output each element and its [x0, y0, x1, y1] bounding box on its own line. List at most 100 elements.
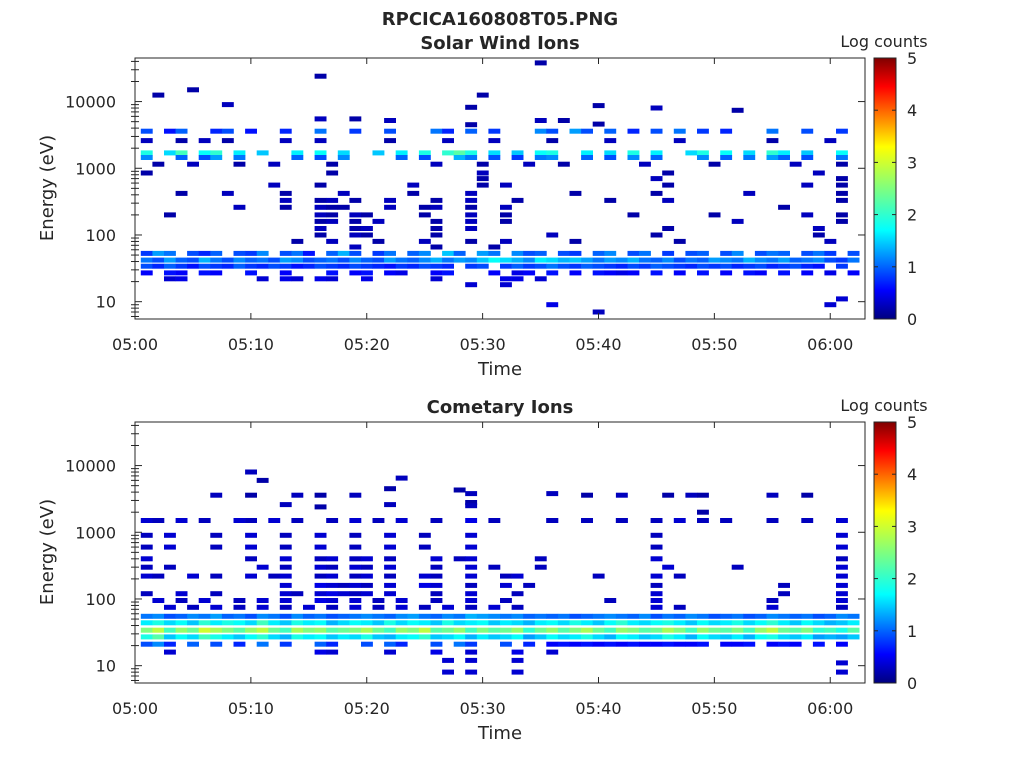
heatmap-cell: [372, 150, 385, 156]
heatmap-cell: [453, 150, 466, 156]
heatmap-cell: [210, 155, 223, 160]
heatmap-cell: [407, 613, 420, 619]
heatmap-cell: [418, 613, 431, 619]
heatmap-cell: [175, 276, 188, 282]
heatmap-cell: [210, 627, 223, 633]
heatmap-cell: [662, 620, 675, 626]
heatmap-cell: [361, 276, 373, 282]
heatmap-cell: [268, 257, 281, 263]
heatmap-cell: [650, 544, 663, 550]
heatmap-cell: [569, 620, 582, 626]
heatmap-cell: [720, 518, 733, 523]
heatmap-cell: [743, 150, 756, 156]
heatmap-cell: [245, 257, 257, 263]
heatmap-cell: [546, 232, 559, 238]
heatmap-cell: [418, 544, 431, 550]
heatmap-cell: [581, 620, 593, 626]
heatmap-cell: [836, 627, 848, 633]
heatmap-cell: [291, 155, 304, 160]
heatmap-cell: [662, 170, 675, 176]
heatmap-cell: [754, 620, 767, 626]
heatmap-cell: [511, 613, 524, 619]
heatmap-cell: [465, 155, 478, 160]
heatmap-cell: [650, 573, 663, 579]
heatmap-cell: [164, 604, 176, 610]
x-tick-label: 05:40: [575, 335, 621, 354]
heatmap-cell: [279, 582, 292, 588]
heatmap-cell: [557, 250, 570, 256]
heatmap-cell: [650, 627, 663, 633]
colorbar-tick-label: 5: [907, 413, 917, 432]
heatmap-cell: [604, 263, 617, 269]
heatmap-cell: [291, 276, 304, 282]
heatmap-cell: [812, 620, 825, 626]
heatmap-cell: [604, 250, 617, 256]
heatmap-cell: [430, 161, 443, 167]
heatmap-cell: [546, 270, 559, 276]
heatmap-cell: [187, 641, 199, 647]
heatmap-cell: [697, 150, 709, 156]
heatmap-cell: [430, 564, 443, 570]
heatmap-cell: [314, 544, 327, 550]
colorbar-tick-label: 1: [907, 258, 917, 277]
heatmap-cell: [488, 613, 501, 619]
solar-wind-y-axis-label: Energy (eV): [37, 135, 58, 241]
heatmap-cell: [279, 190, 292, 196]
heatmap-cell: [442, 257, 454, 263]
heatmap-cell: [778, 613, 790, 619]
x-tick-label: 06:00: [807, 335, 853, 354]
heatmap-cell: [372, 263, 385, 269]
heatmap-cell: [453, 627, 466, 633]
heatmap-cell: [384, 649, 396, 655]
heatmap-cell: [604, 613, 617, 619]
heatmap-cell: [824, 634, 837, 640]
heatmap-cell: [650, 613, 663, 619]
heatmap-cell: [210, 573, 223, 579]
heatmap-cell: [789, 613, 802, 619]
heatmap-cell: [164, 150, 176, 156]
heatmap-cell: [662, 182, 675, 188]
heatmap-cell: [581, 128, 593, 134]
heatmap-cell: [534, 150, 547, 156]
x-tick-label: 05:20: [344, 335, 390, 354]
heatmap-cell: [546, 491, 559, 497]
heatmap-cell: [650, 641, 663, 647]
heatmap-cell: [395, 604, 408, 610]
heatmap-cell: [604, 257, 617, 263]
heatmap-cell: [326, 170, 339, 176]
heatmap-cell: [361, 591, 373, 597]
heatmap-cell: [164, 250, 176, 256]
heatmap-cell: [557, 257, 570, 263]
heatmap-cell: [372, 518, 385, 523]
heatmap-cell: [314, 150, 327, 156]
heatmap-cell: [476, 170, 489, 176]
heatmap-cell: [789, 263, 802, 269]
heatmap-cell: [847, 250, 860, 256]
heatmap-cell: [534, 263, 547, 269]
heatmap-cell: [511, 250, 524, 256]
heatmap-cell: [314, 613, 327, 619]
heatmap-cell: [384, 118, 396, 123]
heatmap-cell: [836, 161, 848, 167]
heatmap-cell: [233, 634, 246, 640]
heatmap-cell: [314, 627, 327, 633]
heatmap-cell: [766, 263, 779, 269]
heatmap-cell: [557, 620, 570, 626]
heatmap-cell: [650, 270, 663, 276]
heatmap-cell: [615, 492, 628, 498]
heatmap-cell: [418, 204, 431, 210]
heatmap-cell: [615, 627, 628, 633]
heatmap-cell: [314, 155, 327, 160]
heatmap-cell: [349, 263, 362, 269]
heatmap-cell: [407, 627, 420, 633]
heatmap-cell: [256, 250, 269, 256]
heatmap-cell: [314, 641, 327, 647]
heatmap-cell: [581, 155, 593, 160]
heatmap-cell: [743, 270, 756, 276]
heatmap-cell: [801, 620, 814, 626]
heatmap-cell: [824, 302, 837, 308]
heatmap-cell: [731, 107, 744, 113]
heatmap-cell: [140, 532, 153, 538]
heatmap-cell: [662, 263, 675, 269]
heatmap-cell: [233, 613, 246, 619]
